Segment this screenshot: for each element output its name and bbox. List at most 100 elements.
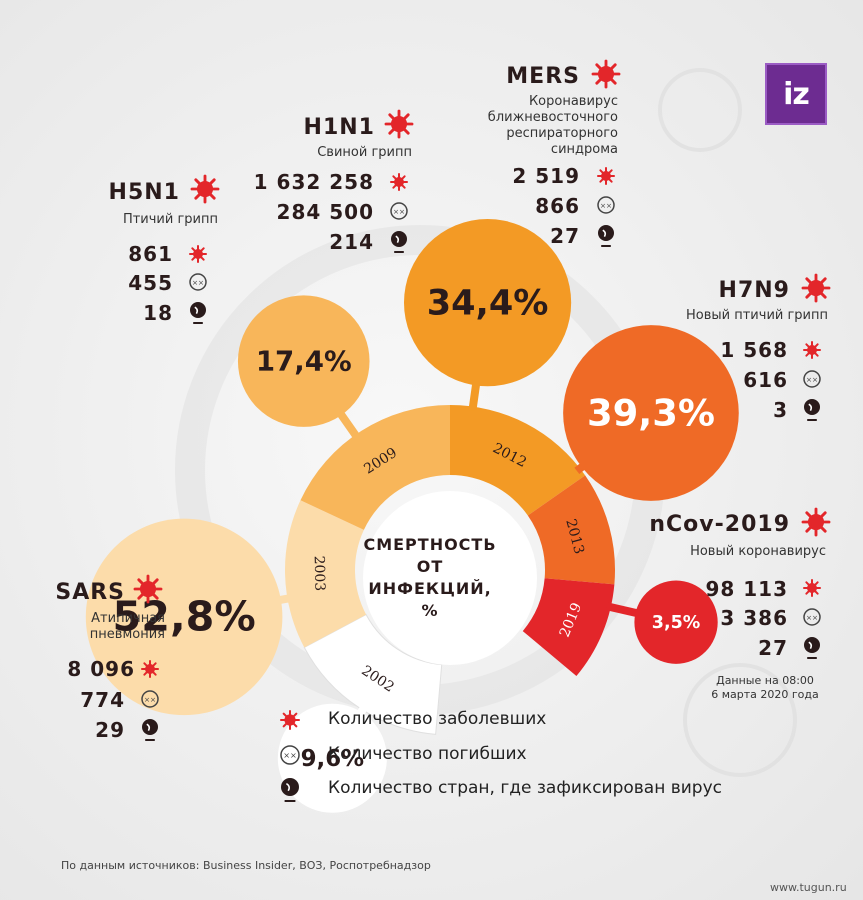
- virus-badge-ncov: [801, 507, 831, 537]
- globe-icon-sars: [142, 719, 158, 741]
- arc-segment-mers: [450, 405, 586, 516]
- legend-dead-face-icon: ××: [280, 745, 300, 765]
- legend-globe-icon-sphere: [281, 778, 299, 796]
- deaths-icon-ncov-ring: [803, 608, 821, 626]
- deaths-icon-h1n1-eyes: ××: [393, 207, 405, 216]
- countries-h1n1: 214: [329, 230, 374, 254]
- legend-dead-face-icon-ring: [280, 745, 300, 765]
- deaths-icon-h7n9-eyes: ××: [806, 375, 818, 384]
- globe-icon-ncov: [804, 637, 820, 659]
- mortality-bubble-h5n1: [85, 518, 283, 716]
- mortality-label-h5n1: 52,8%: [113, 593, 256, 641]
- year-label-h5n1: 2003: [311, 555, 328, 591]
- cases-icon-h7n9: [803, 341, 821, 359]
- mortality-label-h1n1: 17,4%: [256, 344, 352, 377]
- deaths-icon-mers-eyes: ××: [600, 201, 612, 210]
- watermark: www.tugun.ru: [770, 881, 847, 894]
- virus-badge-mers: [591, 59, 621, 89]
- globe-icon-h7n9-land: [808, 403, 813, 411]
- izvestia-logo: iz: [765, 63, 827, 125]
- center-title: СМЕРТНОСТЬ ОТ ИНФЕКЦИЙ, %: [360, 534, 500, 622]
- deaths-h5n1: 455: [128, 271, 173, 295]
- legend-globe-icon-land: [285, 782, 290, 792]
- source-note: По данным источников: Business Insider, …: [61, 859, 431, 872]
- deaths-ncov: 3 386: [720, 606, 788, 630]
- virus-subtitle-h1n1: Свиной грипп: [317, 145, 412, 160]
- globe-icon-mers: [598, 225, 614, 247]
- countries-sars: 29: [95, 718, 125, 742]
- cases-icon-h5n1: [189, 245, 207, 263]
- deaths-icon-h7n9-ring: [803, 370, 821, 388]
- legend-virus-icon-core: [284, 714, 296, 726]
- virus-badge-h7n9: [801, 273, 831, 303]
- virus-subtitle-h5n1: Птичий грипп: [122, 212, 218, 227]
- globe-icon-h1n1: [391, 231, 407, 253]
- legend-dead-face-icon-eyes: ××: [283, 750, 297, 760]
- virus-name-h7n9: H7N9: [718, 278, 790, 303]
- cases-icon-ncov-core: [807, 583, 817, 593]
- deaths-icon-h7n9: ××: [803, 370, 821, 388]
- legend-deaths-label: Количество погибших: [328, 744, 527, 764]
- note-line-2: 6 марта 2020 года: [711, 688, 819, 701]
- deaths-icon-h5n1-ring: [189, 273, 207, 291]
- deaths-sars: 774: [80, 688, 125, 712]
- cases-icon-h1n1: [390, 173, 408, 191]
- deaths-icon-h1n1-ring: [390, 202, 408, 220]
- virus-name-h5n1: H5N1: [108, 180, 180, 205]
- virus-badge-sars: [133, 574, 163, 604]
- cases-icon-ncov: [803, 579, 821, 597]
- virus-badge-h1n1: [384, 109, 414, 139]
- virus-badge-mers-core: [597, 65, 615, 83]
- globe-icon-sars-land: [146, 723, 151, 731]
- arc-segment-ncov: [522, 578, 615, 677]
- deaths-icon-sars: ××: [141, 690, 159, 708]
- globe-icon-h5n1-land: [194, 306, 199, 314]
- countries-h7n9: 3: [773, 398, 788, 422]
- cases-icon-h7n9-core: [807, 345, 817, 355]
- mortality-bubble-ncov: [634, 580, 718, 664]
- virus-badge-h1n1-core: [390, 115, 408, 133]
- mortality-bubble-h7n9: [563, 325, 739, 501]
- mortality-bubble-sars: [277, 703, 387, 813]
- countries-mers: 27: [550, 224, 580, 248]
- deaths-icon-mers: ××: [597, 196, 615, 214]
- deaths-icon-h1n1: ××: [390, 202, 408, 220]
- globe-icon-h7n9: [804, 399, 820, 421]
- virus-badge-h7n9-core: [807, 279, 825, 297]
- deaths-icon-mers-ring: [597, 196, 615, 214]
- legend-cases-label: Количество заболевших: [328, 709, 547, 729]
- deaths-icon-sars-eyes: ××: [144, 695, 156, 704]
- virus-subtitle-mers: Коронавирус ближневосточного респираторн…: [487, 94, 618, 157]
- virus-name-mers: MERS: [506, 64, 580, 89]
- virus-name-h1n1: H1N1: [303, 115, 375, 140]
- globe-icon-h1n1-land: [395, 235, 400, 243]
- note-line-1: Данные на 08:00: [716, 674, 814, 687]
- globe-icon-mers-land: [602, 229, 607, 237]
- globe-icon-h5n1: [190, 302, 206, 324]
- deaths-icon-sars-ring: [141, 690, 159, 708]
- deaths-mers: 866: [535, 194, 580, 218]
- deaths-icon-h5n1: ××: [189, 273, 207, 291]
- countries-h5n1: 18: [143, 301, 173, 325]
- legend-virus-icon: [280, 710, 300, 730]
- arc-segment-sars: [303, 613, 443, 735]
- virus-subtitle-sars: Атипичная пневмония: [89, 611, 165, 642]
- cases-ncov: 98 113: [705, 577, 788, 601]
- cases-h7n9: 1 568: [720, 338, 788, 362]
- mortality-bubble-mers: [403, 219, 572, 387]
- mortality-bubble-h1n1: [237, 295, 370, 427]
- mortality-label-sars: 9,6%: [301, 746, 365, 772]
- virus-badge-ncov-core: [807, 513, 825, 531]
- center-title-line-3: %: [421, 601, 439, 620]
- globe-icon-ncov-land: [808, 641, 813, 649]
- cases-h5n1: 861: [128, 242, 173, 266]
- deaths-icon-ncov-eyes: ××: [806, 613, 818, 622]
- virus-subtitle-h7n9: Новый птичий грипп: [686, 308, 828, 323]
- deaths-h1n1: 284 500: [276, 200, 374, 224]
- arc-segment-h5n1: [285, 500, 367, 648]
- arc-segment-h7n9: [527, 475, 615, 585]
- virus-subtitle-ncov: Новый коронавирус: [690, 544, 826, 559]
- virus-name-ncov: nCov-2019: [649, 512, 790, 537]
- deaths-icon-ncov: ××: [803, 608, 821, 626]
